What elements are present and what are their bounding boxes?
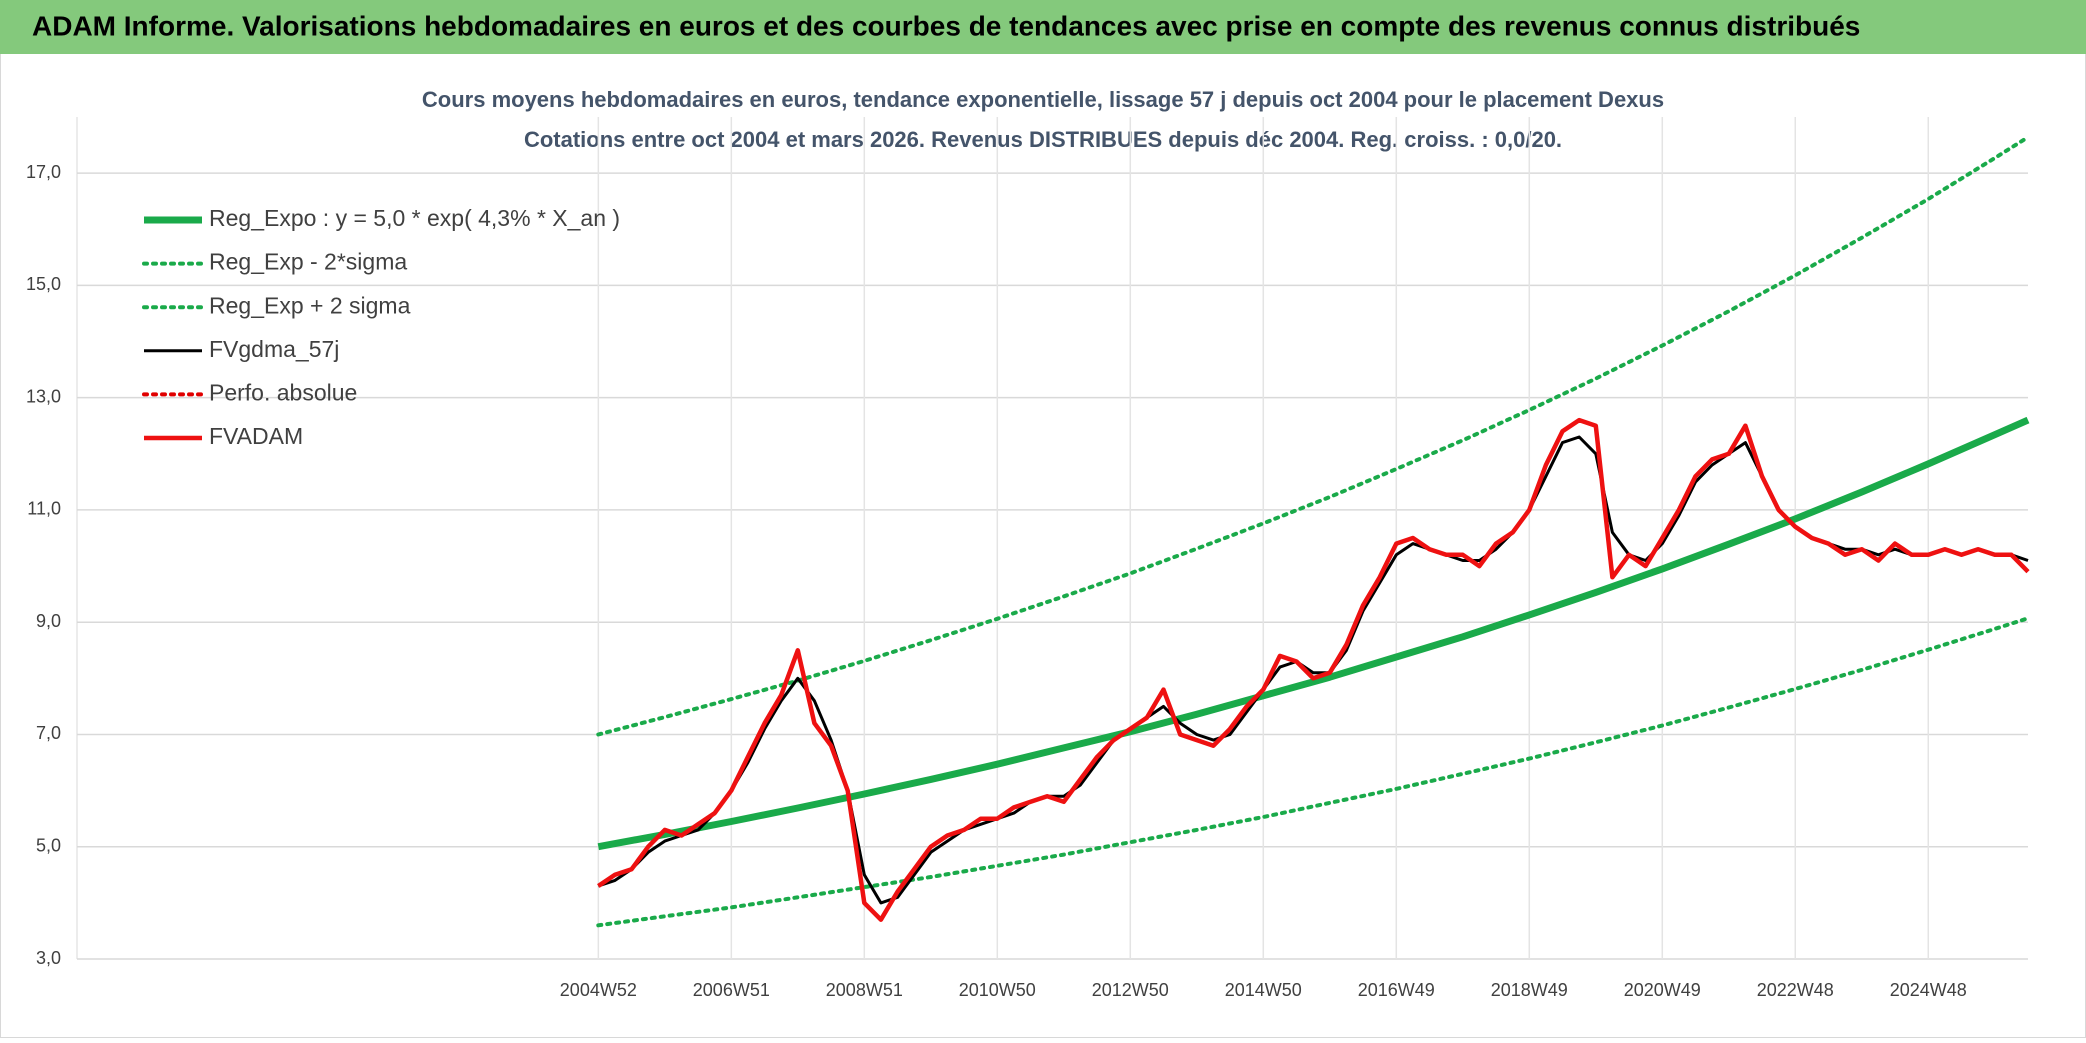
series-line	[597, 417, 2030, 922]
y-tick-label: 5,0	[36, 835, 61, 855]
legend-label: Reg_Exp - 2*sigma	[209, 249, 407, 275]
legend-label: Perfo. absolue	[209, 379, 357, 405]
x-tick-label: 2016W49	[1358, 980, 1435, 1000]
y-tick-label: 11,0	[27, 499, 61, 519]
series-line	[596, 135, 2030, 737]
x-tick-label: 2004W52	[560, 980, 637, 1000]
y-tick-label: 7,0	[36, 723, 61, 743]
legend-label: FVgdma_57j	[209, 336, 339, 362]
x-tick-label: 2018W49	[1491, 980, 1568, 1000]
y-tick-label: 3,0	[36, 948, 61, 968]
x-tick-label: 2012W50	[1092, 980, 1169, 1000]
x-tick-label: 2006W51	[693, 980, 770, 1000]
legend-label: FVADAM	[209, 423, 303, 449]
series-line	[596, 616, 2030, 928]
y-tick-label: 17,0	[26, 162, 61, 182]
y-tick-label: 9,0	[36, 611, 61, 631]
x-tick-label: 2022W48	[1757, 980, 1834, 1000]
y-tick-label: 15,0	[26, 274, 61, 294]
y-tick-label: 13,0	[26, 386, 61, 406]
legend-label: Reg_Exp + 2 sigma	[209, 292, 411, 318]
header-bar	[0, 0, 2086, 54]
x-tick-label: 2024W48	[1890, 980, 1967, 1000]
chart-subtitle: Cotations entre oct 2004 et mars 2026. R…	[524, 127, 1562, 152]
header-title: ADAM Informe. Valorisations hebdomadaire…	[32, 10, 1860, 41]
legend-label: Reg_Expo : y = 5,0 * exp( 4,3% * X_an )	[209, 205, 620, 231]
x-tick-label: 2008W51	[826, 980, 903, 1000]
x-tick-label: 2014W50	[1225, 980, 1302, 1000]
x-tick-label: 2010W50	[959, 980, 1036, 1000]
chart-title: Cours moyens hebdomadaires en euros, ten…	[422, 87, 1664, 112]
series-line	[597, 416, 2030, 851]
x-tick-label: 2020W49	[1624, 980, 1701, 1000]
